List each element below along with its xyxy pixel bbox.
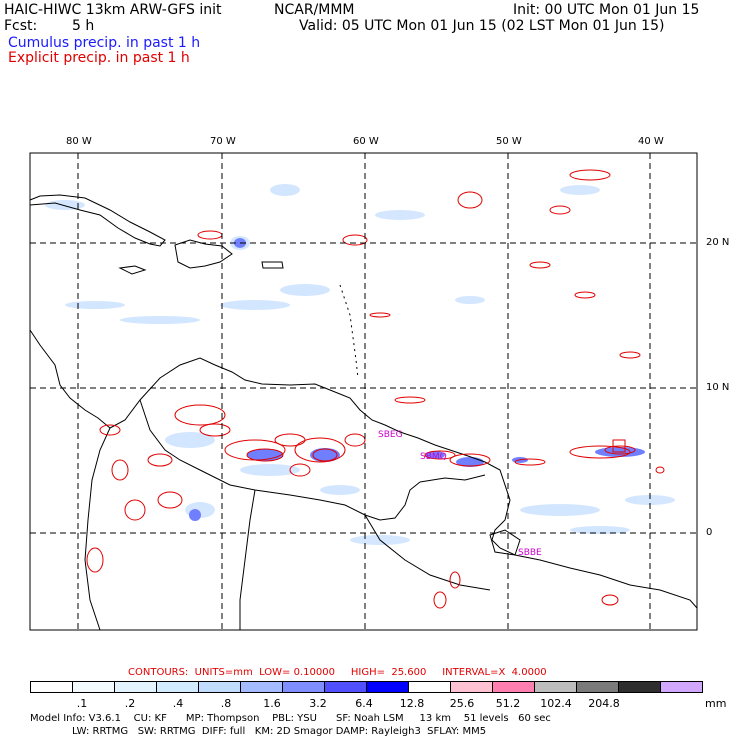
init-time: Init: 00 UTC Mon 01 Jun 15	[513, 2, 700, 18]
lat-label-0: 0	[706, 527, 713, 538]
org-label: NCAR/MMM	[274, 2, 355, 18]
cumulus-precip-field	[45, 184, 675, 545]
legend-swatch	[450, 681, 493, 693]
legend-label: 25.6	[449, 697, 475, 710]
target-box-marker	[612, 439, 626, 453]
valid-time: Valid: 05 UTC Mon 01 Jun 15 (02 LST Mon …	[299, 18, 665, 34]
legend-swatch	[114, 681, 157, 693]
legend-label: .4	[172, 697, 184, 710]
legend-label: 102.4	[540, 697, 572, 710]
station-label-sbbe: SBBE	[518, 548, 542, 558]
legend-swatch	[366, 681, 409, 693]
legend-swatch	[198, 681, 241, 693]
legend-label: 12.8	[399, 697, 425, 710]
station-label-sbeg: SBEG	[378, 430, 403, 440]
legend-label: 3.2	[309, 697, 327, 710]
explicit-precip-contours	[86, 169, 665, 609]
forecast-hour: 5 h	[72, 18, 95, 34]
legend-swatch	[534, 681, 577, 693]
lon-label-40w: 40 W	[638, 136, 664, 147]
legend-label: .2	[124, 697, 136, 710]
lat-label-20n: 20 N	[706, 237, 730, 248]
lon-label-60w: 60 W	[353, 136, 379, 147]
legend-label: .8	[220, 697, 232, 710]
model-info-line1: Model Info: V3.6.1 CU: KF MP: Thompson P…	[30, 713, 551, 724]
legend-swatch	[660, 681, 703, 693]
legend-label: 1.6	[263, 697, 281, 710]
station-label-sbmq: SBMQ	[420, 452, 447, 462]
cumulus-precip-label: Cumulus precip. in past 1 h	[8, 35, 201, 51]
legend-swatch	[576, 681, 619, 693]
graticule	[30, 153, 697, 630]
lat-label-10n: 10 N	[706, 382, 730, 393]
model-info-line2: LW: RRTMG SW: RRTMG DIFF: full KM: 2D Sm…	[72, 726, 487, 737]
map-frame	[29, 152, 698, 631]
legend-swatch	[72, 681, 115, 693]
explicit-precip-label: Explicit precip. in past 1 h	[8, 50, 190, 66]
contours-info: CONTOURS: UNITS=mm LOW= 0.10000 HIGH= 25…	[128, 667, 547, 678]
legend-unit: mm	[705, 697, 727, 710]
legend-label: 51.2	[495, 697, 521, 710]
legend-swatch	[282, 681, 325, 693]
legend-swatch	[492, 681, 535, 693]
lon-label-70w: 70 W	[210, 136, 236, 147]
legend-label: 204.8	[588, 697, 620, 710]
legend-swatch	[30, 681, 73, 693]
cumulus-precip-intense	[189, 238, 645, 521]
legend-label: 6.4	[355, 697, 373, 710]
coastlines	[29, 194, 698, 631]
legend-swatch	[408, 681, 451, 693]
legend-label: .1	[76, 697, 88, 710]
model-title: HAIC-HIWC 13km ARW-GFS init	[4, 2, 222, 18]
lon-label-50w: 50 W	[496, 136, 522, 147]
legend-swatch	[240, 681, 283, 693]
legend-swatch	[324, 681, 367, 693]
forecast-label: Fcst:	[4, 18, 38, 34]
legend-swatch	[156, 681, 199, 693]
legend-swatch	[618, 681, 661, 693]
lon-label-80w: 80 W	[66, 136, 92, 147]
